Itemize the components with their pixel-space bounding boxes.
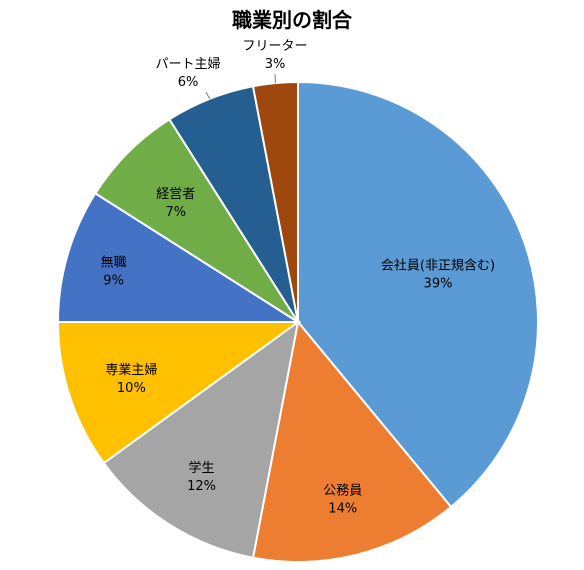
pie-slice-1 [251, 319, 453, 563]
slice-name-label-5: 経営者 [156, 187, 195, 202]
slice-value-label-0: 39% [424, 277, 453, 292]
slice-value-label-2: 12% [187, 479, 216, 494]
leader-lines [205, 73, 276, 100]
slice-value-label-5: 7% [165, 205, 186, 220]
pie-slice-3 [56, 321, 302, 465]
slice-name-label-2: 学生 [189, 460, 215, 476]
slice-labels: 会社員(非正規含む) 39% 公務員 14% 学生 12% 専業主婦 10% 無職 9% 経営者 7%… [101, 39, 495, 516]
slice-value-label-4: 9% [103, 273, 124, 288]
slice-value-label-1: 14% [328, 501, 357, 516]
slice-value-label-3: 10% [117, 381, 146, 396]
pie-slice-0 [297, 80, 539, 509]
chart-title: 職業別の割合 [232, 8, 352, 32]
slice-value-label-7: 3% [265, 57, 286, 72]
slice-name-label-3: 専業主婦 [105, 362, 157, 378]
pie-slice-2 [102, 319, 300, 559]
slice-name-label-7: フリーター [242, 39, 307, 54]
slice-name-label-4: 無職 [101, 255, 127, 270]
slice-value-label-6: 6% [178, 75, 199, 90]
slice-name-label-6: パート主婦 [155, 56, 220, 72]
pie-slice-5 [93, 117, 299, 323]
slice-name-label-0: 会社員(非正規含む) [381, 258, 495, 274]
pie-slices [56, 80, 539, 563]
leader-line-6 [205, 91, 211, 100]
pie-slice-4 [56, 192, 302, 323]
slice-name-label-1: 公務員 [323, 483, 362, 498]
